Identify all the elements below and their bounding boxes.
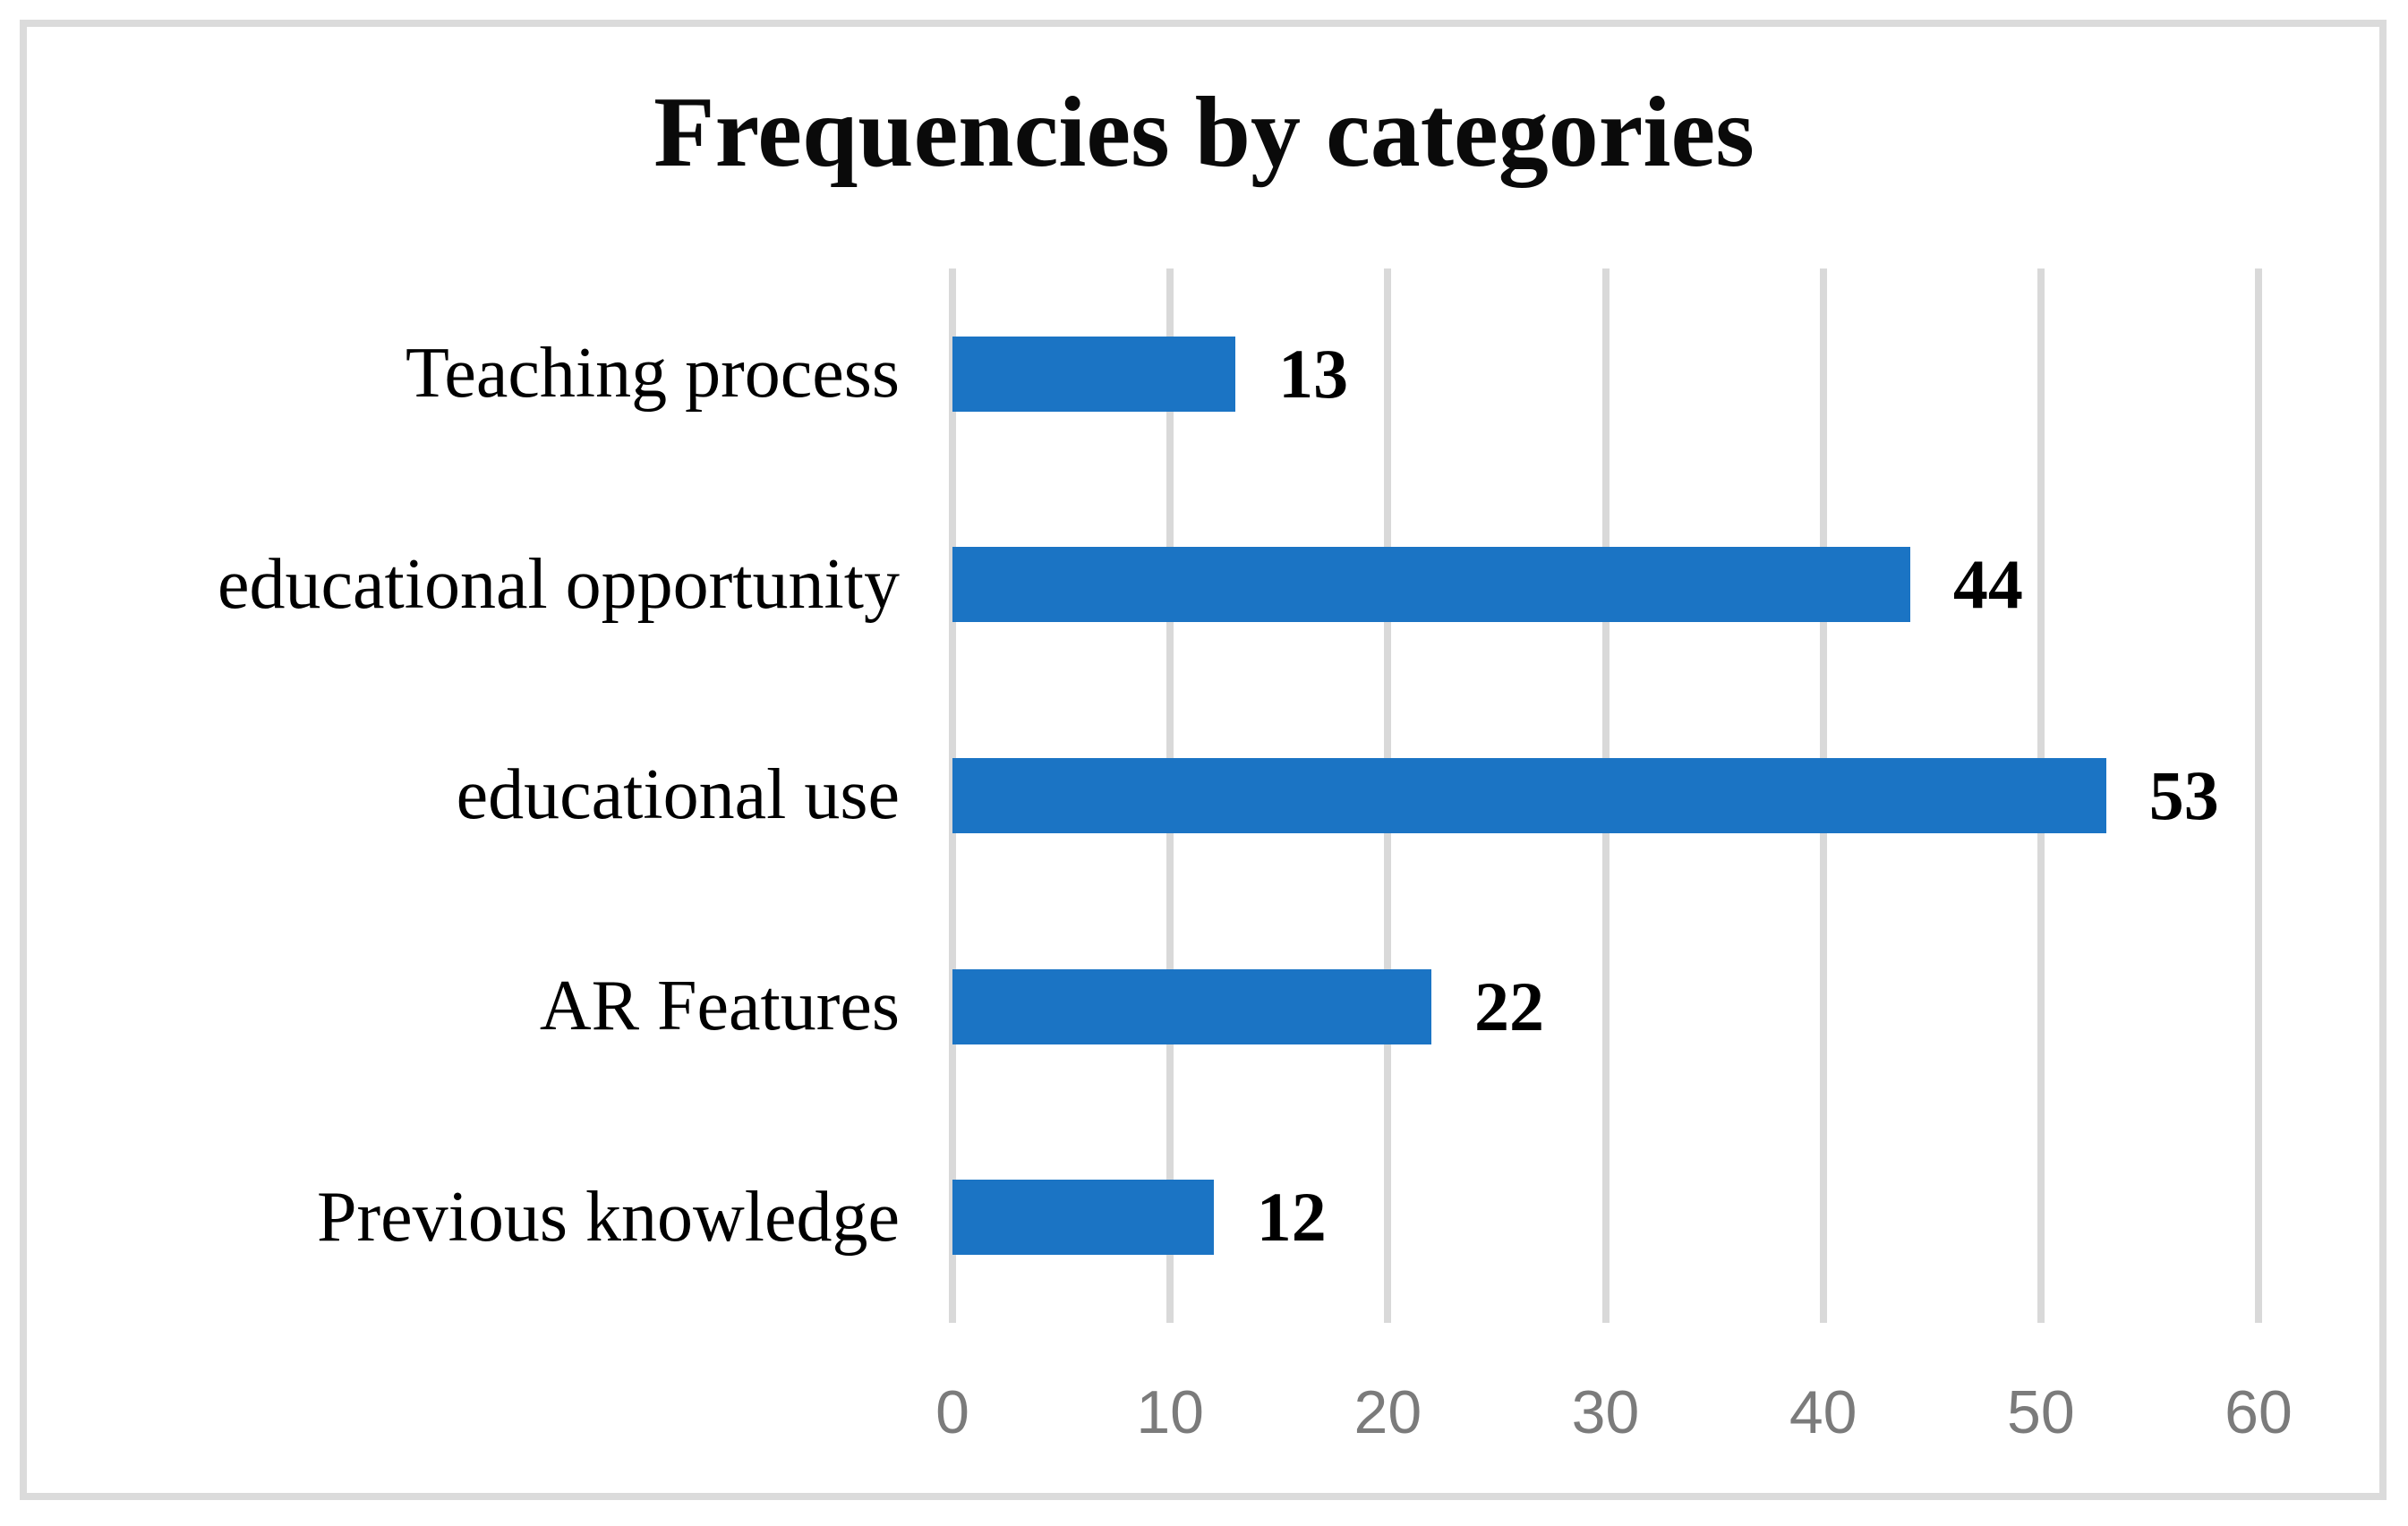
bar [952,1180,1214,1256]
x-tick-label: 20 [1353,1378,1422,1446]
x-axis-tick-labels: 0 10 20 30 40 50 60 [935,1368,2293,1457]
x-tick-label: 50 [2007,1378,2075,1446]
value-label: 13 [1278,334,1349,413]
x-tick-label: 30 [1571,1378,1640,1446]
chart-title: Frequencies by categories [653,77,1755,188]
category-label: AR Features [539,967,900,1046]
value-label: 44 [1952,545,2023,624]
x-tick-label: 10 [1136,1378,1204,1446]
x-tick-label: 40 [1789,1378,1857,1446]
category-label: educational use [456,755,900,835]
category-label: Teaching process [406,334,900,413]
value-label: 22 [1473,967,1544,1045]
category-label: Previous knowledge [316,1177,900,1257]
bar [952,547,1910,623]
x-tick-label: 0 [935,1378,969,1446]
bar [952,968,1431,1044]
value-label: 12 [1256,1178,1327,1257]
bar [952,336,1236,412]
gridline [2255,269,2262,1323]
category-label: educational opportunity [217,544,900,624]
x-tick-label: 60 [2224,1378,2293,1446]
value-label: 53 [2148,755,2219,834]
plot-area: 13 44 53 22 12 [949,269,2262,1323]
bar [952,758,2106,833]
